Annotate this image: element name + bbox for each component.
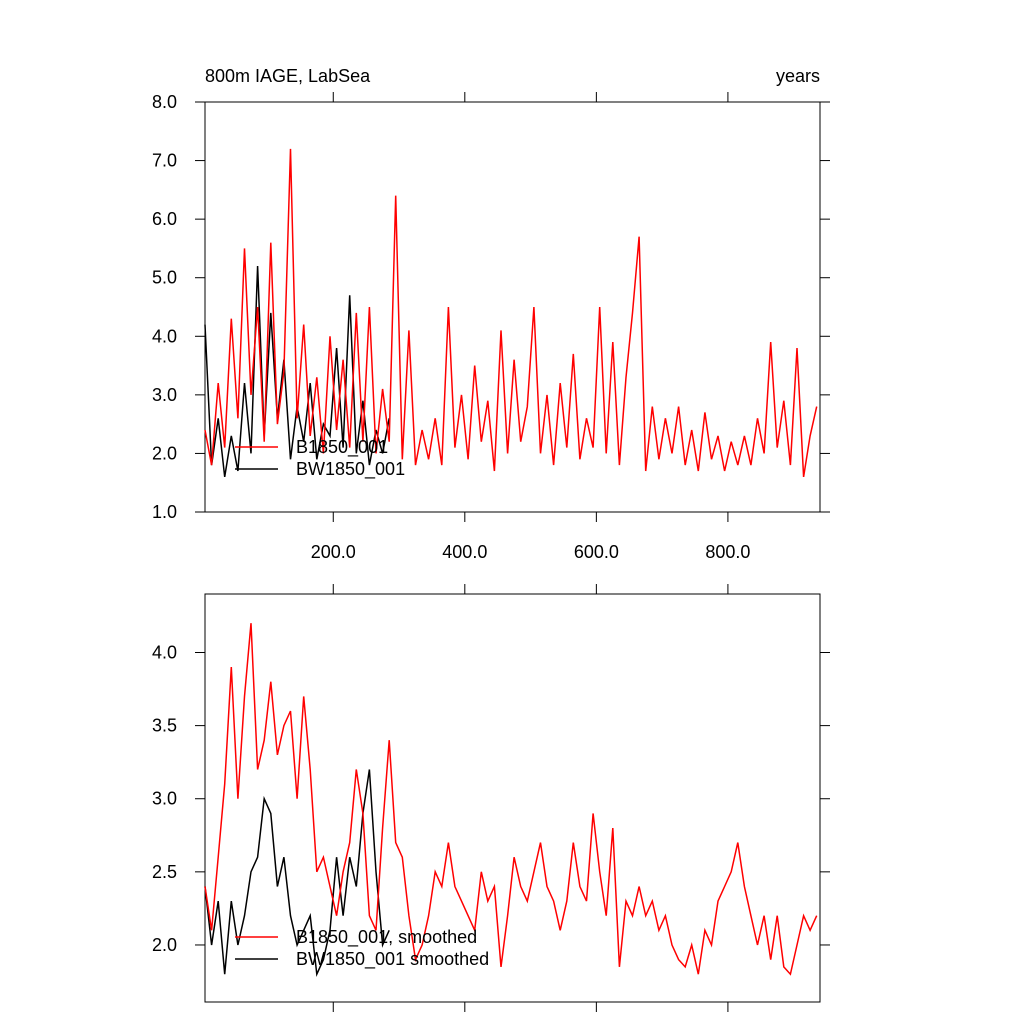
y-tick-label: 7.0: [152, 151, 177, 171]
units-label: years: [776, 66, 820, 86]
x-tick-label: 600.0: [574, 542, 619, 562]
y-tick-label: 3.5: [152, 716, 177, 736]
chart-title: 800m IAGE, LabSea: [205, 66, 371, 86]
y-tick-label: 2.0: [152, 443, 177, 463]
y-tick-label: 3.0: [152, 385, 177, 405]
data-line: [204, 623, 818, 976]
y-tick-label: 6.0: [152, 209, 177, 229]
x-tick-label: 400.0: [442, 542, 487, 562]
y-tick-label: 2.0: [152, 935, 177, 955]
y-tick-label: 5.0: [152, 268, 177, 288]
x-tick-label: 800.0: [705, 542, 750, 562]
plot-frame: [204, 593, 821, 1003]
plot-frame: [204, 101, 821, 513]
legend-label: BW1850_001: [296, 459, 405, 480]
legend-label: B1850_001: [296, 437, 388, 458]
x-tick-label: 200.0: [311, 542, 356, 562]
y-tick-label: 4.0: [152, 326, 177, 346]
data-line: [204, 769, 390, 977]
legend-label: BW1850_001 smoothed: [296, 949, 489, 970]
y-tick-label: 4.0: [152, 642, 177, 662]
legend-label: B1850_001, smoothed: [296, 927, 477, 948]
y-tick-label: 3.0: [152, 789, 177, 809]
y-tick-label: 1.0: [152, 502, 177, 522]
data-line: [204, 148, 818, 478]
y-tick-label: 8.0: [152, 92, 177, 112]
y-tick-label: 2.5: [152, 862, 177, 882]
